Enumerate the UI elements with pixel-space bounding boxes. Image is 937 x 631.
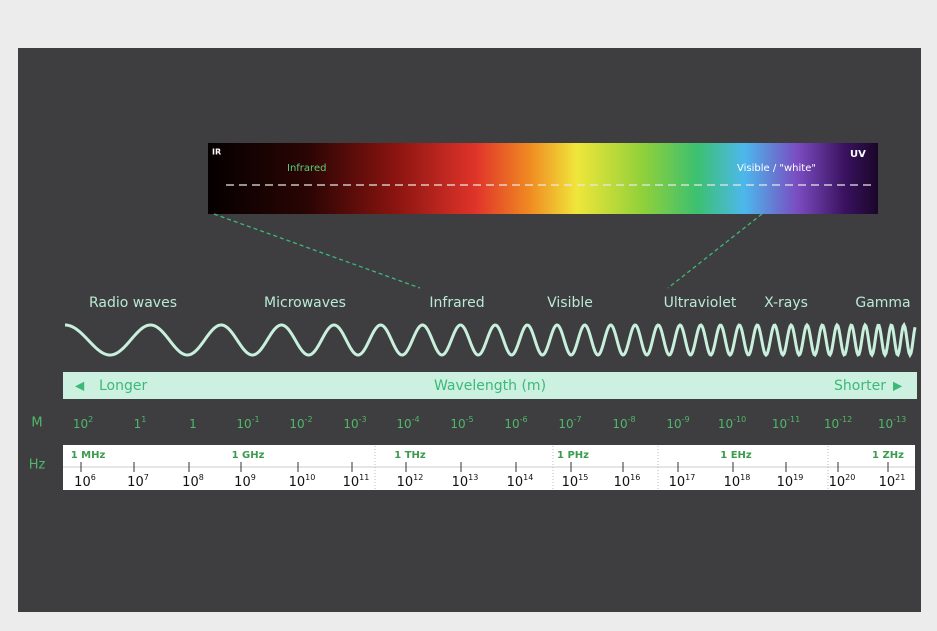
uv-label: UV [850, 149, 866, 160]
label-exponent: 13 [468, 473, 478, 482]
label-base: 10 [452, 475, 469, 490]
label-base: 10 [507, 475, 524, 490]
label-exponent: -11 [787, 415, 800, 424]
label-exponent: -7 [574, 415, 582, 424]
label-base: 10 [343, 475, 360, 490]
label-base: 1 [134, 417, 142, 431]
label-exponent: 16 [630, 473, 640, 482]
band-label: Radio waves [89, 295, 177, 311]
label-base: 10 [74, 475, 91, 490]
label-base: 10 [829, 475, 846, 490]
label-base: 10 [879, 475, 896, 490]
label-base: 10 [182, 475, 199, 490]
label-base: 10 [450, 417, 465, 431]
band-label: X-rays [764, 295, 808, 311]
band-label: Ultraviolet [664, 295, 737, 311]
label-base: 10 [127, 475, 144, 490]
infrared-label: Infrared [287, 163, 326, 174]
label-exponent: 1 [141, 415, 146, 424]
visible-label: Visible / "white" [737, 163, 816, 174]
label-base: 10 [289, 475, 306, 490]
arrow-right: ▶ [893, 379, 903, 393]
frequency-name: 1 THz [394, 450, 426, 461]
wavelength-label: Wavelength (m) [434, 378, 546, 394]
label-base: 10 [236, 417, 251, 431]
label-exponent: -3 [359, 415, 367, 424]
label-base: 10 [289, 417, 304, 431]
label-exponent: 2 [88, 415, 93, 424]
label-base: 10 [612, 417, 627, 431]
label-exponent: 10 [305, 473, 315, 482]
label-exponent: -5 [466, 415, 474, 424]
panel [18, 48, 921, 612]
m-unit: M [31, 416, 42, 431]
label-exponent: -9 [682, 415, 690, 424]
label-exponent: -8 [628, 415, 636, 424]
label-base: 10 [772, 417, 787, 431]
shorter-label: Shorter [834, 378, 886, 394]
label-exponent: -13 [893, 415, 906, 424]
label-exponent: 18 [740, 473, 750, 482]
label-exponent: -1 [252, 415, 260, 424]
label-base: 10 [397, 475, 414, 490]
label-exponent: 15 [578, 473, 588, 482]
label-base: 1 [189, 417, 197, 431]
label-base: 10 [396, 417, 411, 431]
label-exponent: -4 [412, 415, 420, 424]
label-base: 10 [234, 475, 251, 490]
wavelength-label: 1 [189, 417, 197, 431]
band-label: Gamma [855, 295, 910, 311]
label-base: 10 [343, 417, 358, 431]
label-base: 10 [824, 417, 839, 431]
label-exponent: 21 [895, 473, 905, 482]
label-exponent: 8 [199, 473, 204, 482]
band-label: Microwaves [264, 295, 346, 311]
frequency-name: 1 PHz [557, 450, 589, 461]
diagram: IR Infrared Visible / "white" UV ◀ Longe… [0, 0, 937, 631]
label-base: 10 [718, 417, 733, 431]
label-base: 10 [558, 417, 573, 431]
label-base: 10 [562, 475, 579, 490]
label-exponent: 17 [685, 473, 695, 482]
label-exponent: 11 [359, 473, 369, 482]
frequency-name: 1 EHz [720, 450, 752, 461]
label-exponent: -10 [733, 415, 746, 424]
hz-unit: Hz [29, 458, 46, 473]
label-base: 10 [504, 417, 519, 431]
label-base: 10 [878, 417, 893, 431]
label-exponent: 9 [251, 473, 256, 482]
label-base: 10 [669, 475, 686, 490]
label-exponent: 6 [91, 473, 96, 482]
arrow-left: ◀ [75, 379, 85, 393]
band-label: Infrared [429, 295, 484, 311]
spectrum-bar [208, 143, 878, 214]
label-exponent: 20 [845, 473, 855, 482]
label-exponent: 7 [144, 473, 149, 482]
label-base: 10 [614, 475, 631, 490]
label-exponent: -2 [305, 415, 313, 424]
label-base: 10 [666, 417, 681, 431]
label-exponent: 14 [523, 473, 533, 482]
label-base: 10 [73, 417, 88, 431]
label-exponent: 12 [413, 473, 423, 482]
label-base: 10 [724, 475, 741, 490]
band-label: Visible [547, 295, 593, 311]
frequency-name: 1 MHz [71, 450, 106, 461]
longer-label: Longer [99, 378, 147, 394]
frequency-name: 1 GHz [232, 450, 265, 461]
label-exponent: -6 [520, 415, 528, 424]
ir-label: IR [212, 148, 221, 157]
frequency-name: 1 ZHz [872, 450, 904, 461]
label-exponent: -12 [839, 415, 852, 424]
label-base: 10 [777, 475, 794, 490]
label-exponent: 19 [793, 473, 803, 482]
